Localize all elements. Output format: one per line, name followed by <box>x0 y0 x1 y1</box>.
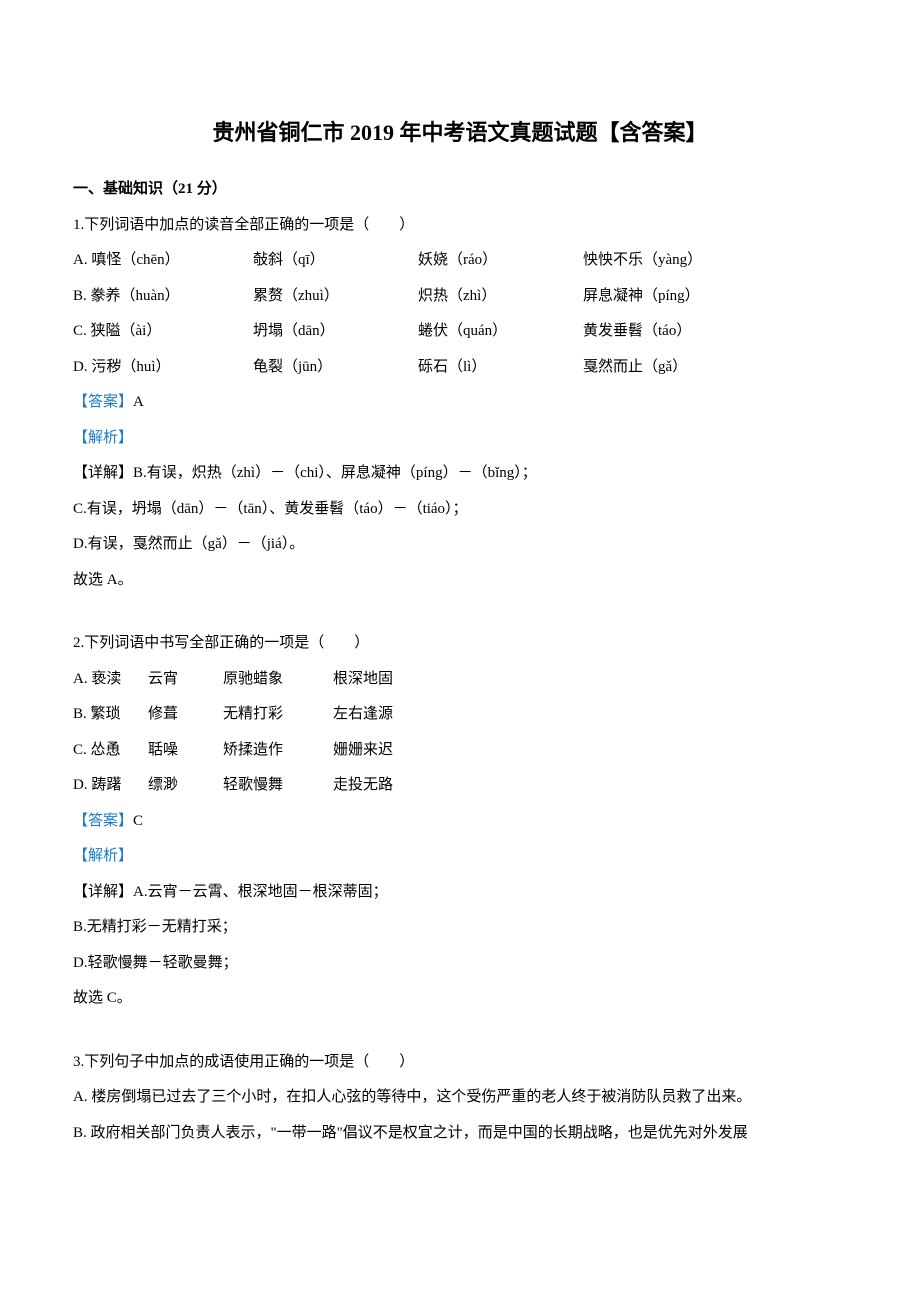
q2-b-col3: 无精打彩 <box>223 699 333 731</box>
analysis-label: 【解析】 <box>73 848 133 864</box>
q2-option-a: A. 亵渎 云宵 原驰蜡象 根深地固 <box>73 664 847 696</box>
q3-option-a: A. 楼房倒塌已过去了三个小时，在扣人心弦的等待中，这个受伤严重的老人终于被消防… <box>73 1082 847 1114</box>
answer-label: 【答案】 <box>73 394 133 410</box>
q2-detail-2: B.无精打彩－无精打采； <box>73 912 847 944</box>
q1-analysis-label: 【解析】 <box>73 423 847 455</box>
q1-detail-3: D.有误，戛然而止（gǎ）－（jiá）。 <box>73 529 847 561</box>
q2-analysis-label: 【解析】 <box>73 841 847 873</box>
q1-stem: 1.下列词语中加点的读音全部正确的一项是（ ） <box>73 210 847 242</box>
q1-detail-1: 【详解】B.有误，炽热（zhì）－（chi）、屏息凝神（píng）－（bǐng）… <box>73 458 847 490</box>
answer-value: C <box>133 813 143 829</box>
q2-d-col2: 缥渺 <box>148 770 223 802</box>
q3-option-b: B. 政府相关部门负责人表示，"一带一路"倡议不是权宜之计，而是中国的长期战略，… <box>73 1118 847 1150</box>
q2-c-col1: C. 怂恿 <box>73 735 148 767</box>
q2-b-col2: 修葺 <box>148 699 223 731</box>
analysis-label: 【解析】 <box>73 430 133 446</box>
q2-a-col2: 云宵 <box>148 664 223 696</box>
q1-option-a: A. 嗔怪（chēn） 敧斜（qī） 妖娆（ráo） 怏怏不乐（yàng） <box>73 245 847 277</box>
q1-d-col2: 龟裂（jūn） <box>253 352 418 384</box>
answer-value: A <box>133 394 144 410</box>
q2-option-b: B. 繁琐 修葺 无精打彩 左右逢源 <box>73 699 847 731</box>
q1-d-col3: 砾石（lì） <box>418 352 583 384</box>
q2-d-col1: D. 踌躇 <box>73 770 148 802</box>
q2-c-col2: 聒噪 <box>148 735 223 767</box>
q1-option-d: D. 污秽（huì） 龟裂（jūn） 砾石（lì） 戛然而止（gǎ） <box>73 352 847 384</box>
q2-a-col4: 根深地固 <box>333 664 847 696</box>
q2-d-col3: 轻歌慢舞 <box>223 770 333 802</box>
q1-detail-4: 故选 A。 <box>73 565 847 597</box>
q2-option-c: C. 怂恿 聒噪 矫揉造作 姗姗来迟 <box>73 735 847 767</box>
answer-label: 【答案】 <box>73 813 133 829</box>
q1-a-col1: A. 嗔怪（chēn） <box>73 245 253 277</box>
q2-option-d: D. 踌躇 缥渺 轻歌慢舞 走投无路 <box>73 770 847 802</box>
q2-c-col3: 矫揉造作 <box>223 735 333 767</box>
q1-a-col4: 怏怏不乐（yàng） <box>583 245 847 277</box>
q1-b-col1: B. 豢养（huàn） <box>73 281 253 313</box>
q1-b-col2: 累赘（zhuì） <box>253 281 418 313</box>
q1-d-col1: D. 污秽（huì） <box>73 352 253 384</box>
section-heading: 一、基础知识（21 分） <box>73 174 847 206</box>
q2-d-col4: 走投无路 <box>333 770 847 802</box>
q1-option-b: B. 豢养（huàn） 累赘（zhuì） 炽热（zhì） 屏息凝神（píng） <box>73 281 847 313</box>
q1-c-col4: 黄发垂髫（táo） <box>583 316 847 348</box>
q1-option-c: C. 狭隘（ài） 坍塌（dān） 蜷伏（quán） 黄发垂髫（táo） <box>73 316 847 348</box>
q1-detail-2: C.有误，坍塌（dān）－（tān）、黄发垂髫（táo）－（tiáo）； <box>73 494 847 526</box>
document-title: 贵州省铜仁市 2019 年中考语文真题试题【含答案】 <box>73 110 847 156</box>
q1-c-col3: 蜷伏（quán） <box>418 316 583 348</box>
q1-c-col2: 坍塌（dān） <box>253 316 418 348</box>
q2-answer: 【答案】C <box>73 806 847 838</box>
q1-a-col3: 妖娆（ráo） <box>418 245 583 277</box>
q2-c-col4: 姗姗来迟 <box>333 735 847 767</box>
q1-c-col1: C. 狭隘（ài） <box>73 316 253 348</box>
q1-answer: 【答案】A <box>73 387 847 419</box>
q2-a-col1: A. 亵渎 <box>73 664 148 696</box>
q2-b-col4: 左右逢源 <box>333 699 847 731</box>
q2-a-col3: 原驰蜡象 <box>223 664 333 696</box>
q2-stem: 2.下列词语中书写全部正确的一项是（ ） <box>73 628 847 660</box>
q2-detail-3: D.轻歌慢舞－轻歌曼舞； <box>73 948 847 980</box>
q3-stem: 3.下列句子中加点的成语使用正确的一项是（ ） <box>73 1047 847 1079</box>
q2-detail-1: 【详解】A.云宵－云霄、根深地固－根深蒂固； <box>73 877 847 909</box>
q2-detail-4: 故选 C。 <box>73 983 847 1015</box>
q1-b-col3: 炽热（zhì） <box>418 281 583 313</box>
q2-b-col1: B. 繁琐 <box>73 699 148 731</box>
q1-a-col2: 敧斜（qī） <box>253 245 418 277</box>
q1-b-col4: 屏息凝神（píng） <box>583 281 847 313</box>
q1-d-col4: 戛然而止（gǎ） <box>583 352 847 384</box>
